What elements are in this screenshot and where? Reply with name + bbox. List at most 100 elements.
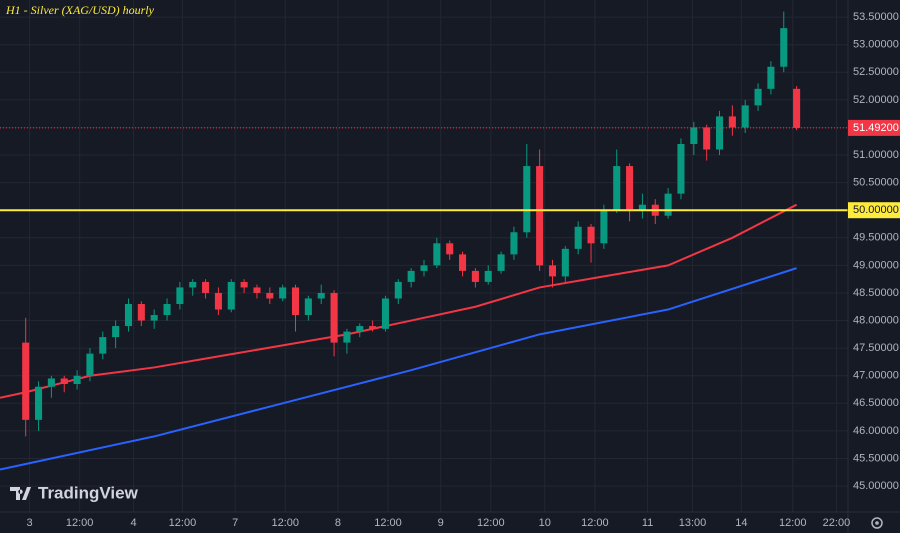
candle-body	[446, 243, 454, 255]
x-tick-label: 12:00	[66, 517, 94, 529]
candle-body	[600, 210, 608, 244]
y-tick-label: 53.00000	[853, 39, 899, 51]
y-tick-label: 46.50000	[853, 397, 899, 409]
candle-body	[677, 144, 685, 194]
candle-body	[304, 298, 312, 316]
x-tick-label: 12:00	[581, 517, 609, 529]
candle-body	[22, 342, 30, 420]
candle-body	[202, 281, 210, 293]
candle-body	[330, 292, 338, 343]
candle-body	[638, 204, 646, 211]
candle-body	[561, 248, 569, 277]
y-tick-label: 49.50000	[853, 232, 899, 244]
gear[interactable]	[871, 517, 883, 529]
candle-body	[433, 243, 441, 266]
watermark: TradingView	[38, 483, 139, 502]
candle-body	[780, 28, 788, 67]
candle-body	[214, 292, 222, 310]
y-tick-label: 51.00000	[853, 149, 899, 161]
candle-body	[240, 281, 248, 288]
candle-body	[523, 166, 531, 233]
moving-average-line	[0, 203, 798, 399]
x-tick-label: 12:00	[779, 517, 807, 529]
y-tick-label: 45.50000	[853, 452, 899, 464]
candle-body	[767, 66, 775, 89]
x-tick-label: 7	[232, 517, 238, 529]
candle-body	[420, 265, 428, 271]
candle-body	[407, 270, 415, 282]
candle-body	[86, 353, 94, 376]
x-tick-label: 12:00	[271, 517, 299, 529]
candle-body	[189, 281, 197, 288]
y-tick-label: 50.50000	[853, 177, 899, 189]
candle-body	[459, 254, 467, 271]
candle-body	[291, 287, 300, 316]
candle-body	[741, 105, 749, 128]
candle-body	[728, 116, 736, 128]
candle-body	[47, 378, 55, 387]
candle-body	[664, 193, 672, 216]
y-tick-label: 46.00000	[853, 425, 899, 437]
logo-icon	[10, 487, 31, 500]
candle-body	[536, 166, 544, 266]
x-tick-label: 10	[539, 517, 551, 529]
y-tick-label: 48.50000	[853, 287, 899, 299]
candle-body	[356, 326, 364, 332]
candle-body	[548, 265, 557, 277]
settings-icon[interactable]	[871, 517, 883, 529]
y-tick-label: 45.00000	[853, 480, 899, 492]
x-tick-label: 12:00	[169, 517, 197, 529]
candle-body	[574, 226, 582, 249]
candle-body	[793, 88, 801, 128]
x-tick-label: 12:00	[374, 517, 402, 529]
chart-title: H1 - Silver (XAG/USD) hourly	[5, 3, 155, 17]
candle-body	[510, 232, 518, 255]
candle-body	[60, 378, 68, 384]
candle-body	[369, 326, 377, 329]
y-tick-label: 53.50000	[853, 11, 899, 23]
candle-body	[613, 166, 621, 211]
last-price-badge	[848, 119, 900, 136]
candle-body	[484, 270, 492, 282]
candle-body	[150, 315, 158, 321]
candle-body	[176, 287, 184, 304]
candle-body	[690, 127, 698, 144]
candle-body	[35, 386, 43, 420]
candle-body	[112, 326, 120, 338]
candle-body	[703, 127, 711, 150]
logo: TradingView	[10, 483, 139, 502]
y-tick-label: 52.00000	[853, 94, 899, 106]
candle-body	[163, 304, 171, 316]
y-tick-label: 52.50000	[853, 66, 899, 78]
candle-body	[137, 304, 145, 321]
candle-body	[626, 166, 634, 211]
candle-body	[227, 281, 235, 310]
y-tick-label: 49.00000	[853, 259, 899, 271]
last-price-label: 51.49200	[853, 122, 899, 134]
candle-body	[279, 287, 287, 299]
x-tick-label: 3	[26, 517, 32, 529]
candle-body	[266, 292, 274, 299]
candle-body	[471, 270, 479, 282]
candle-body	[124, 304, 133, 327]
candle-body	[715, 116, 724, 150]
moving-average-line	[0, 267, 797, 471]
x-tick-label: 13:00	[679, 517, 707, 529]
y-tick-label: 47.00000	[853, 370, 899, 382]
candle-body	[99, 337, 107, 354]
candle-body	[754, 88, 762, 106]
hline-badge	[848, 202, 900, 219]
candle-body	[73, 375, 81, 384]
y-tick-label: 47.50000	[853, 342, 899, 354]
candle-body	[587, 226, 595, 244]
y-tick-label: 48.00000	[853, 314, 899, 326]
plot	[0, 11, 848, 471]
x-tick-label: 22:00	[823, 517, 851, 529]
hline-label: 50.00000	[853, 204, 899, 216]
candle-body	[317, 292, 325, 299]
x-tick-label: 8	[335, 517, 341, 529]
x-tick-label: 11	[642, 517, 653, 529]
gear-center[interactable]	[875, 521, 879, 525]
candle-body	[381, 298, 389, 329]
